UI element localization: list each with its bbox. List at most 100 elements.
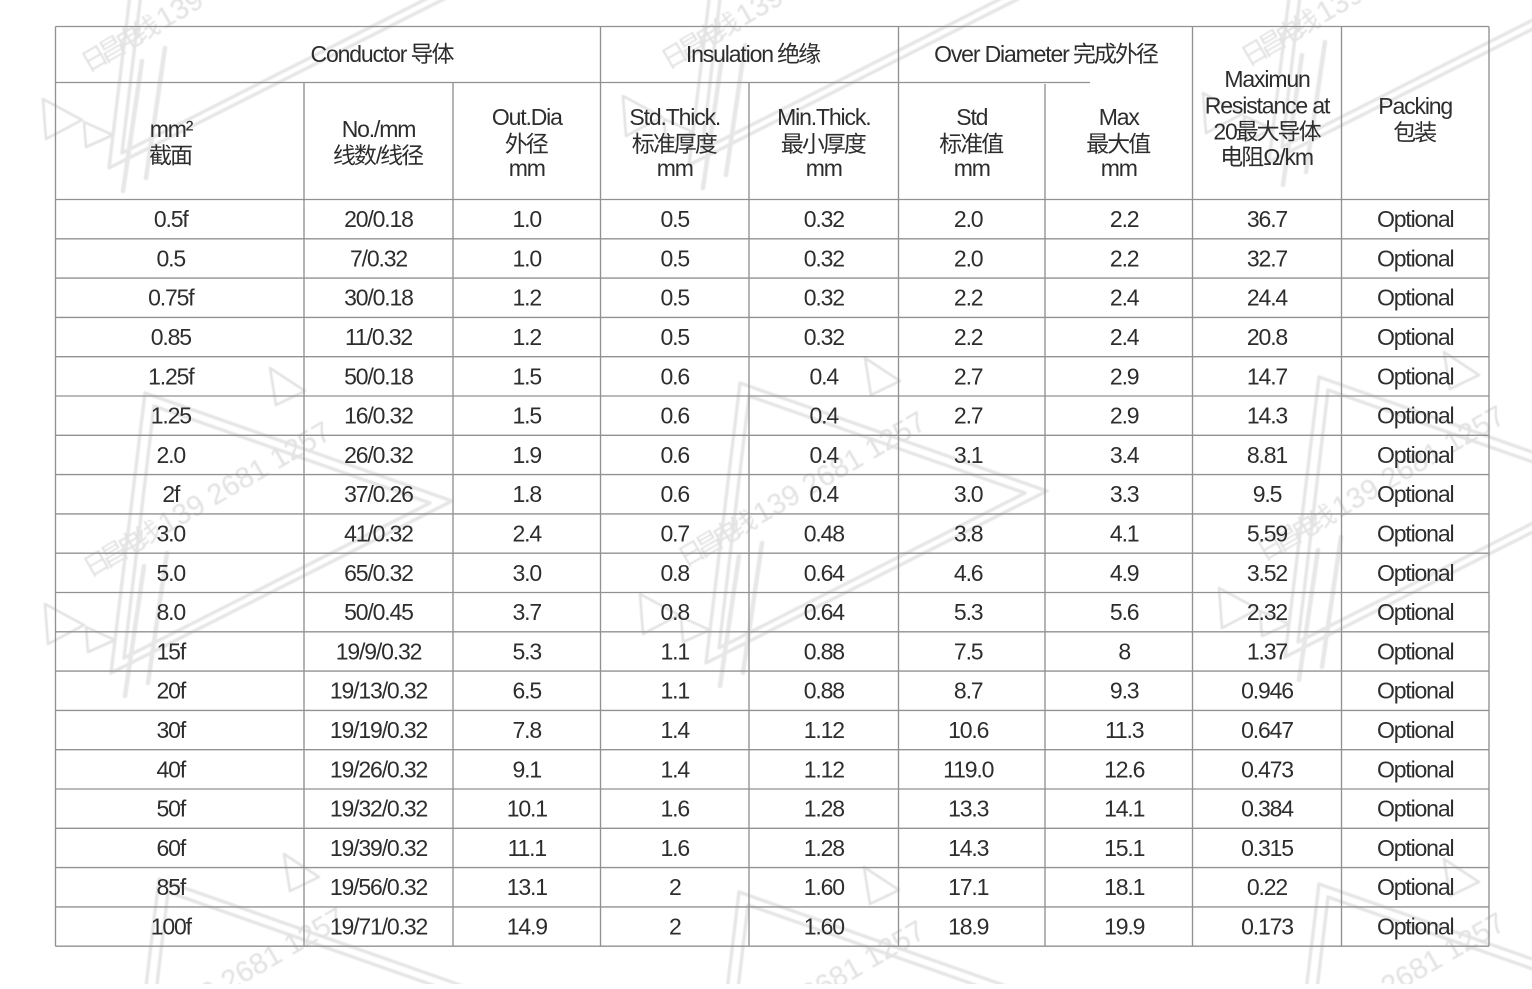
svg-text:11.1: 11.1: [508, 835, 547, 861]
svg-text:19.9: 19.9: [1104, 914, 1145, 940]
svg-text:1.5: 1.5: [513, 403, 542, 429]
svg-text:2.2: 2.2: [954, 324, 983, 350]
svg-text:2.4: 2.4: [1110, 324, 1140, 350]
svg-text:Ω/km: Ω/km: [1263, 144, 1313, 170]
svg-text:Optional: Optional: [1377, 442, 1454, 468]
svg-text:1.9: 1.9: [513, 442, 542, 468]
svg-text:2.9: 2.9: [1110, 363, 1139, 389]
svg-text:3.0: 3.0: [513, 560, 542, 586]
svg-text:Optional: Optional: [1377, 363, 1454, 389]
svg-text:2.0: 2.0: [954, 245, 983, 271]
svg-text:5.3: 5.3: [513, 638, 542, 664]
svg-text:85f: 85f: [157, 874, 187, 900]
svg-text:5.6: 5.6: [1110, 599, 1139, 625]
svg-text:19/19/0.32: 19/19/0.32: [330, 717, 428, 743]
svg-text:mm: mm: [1101, 155, 1137, 181]
svg-text:0.6: 0.6: [661, 481, 690, 507]
svg-text:19/32/0.32: 19/32/0.32: [330, 796, 428, 822]
svg-text:1.1: 1.1: [661, 638, 690, 664]
svg-text:2: 2: [669, 874, 681, 900]
svg-text:1.0: 1.0: [513, 245, 542, 271]
svg-text:50/0.45: 50/0.45: [344, 599, 413, 625]
svg-text:1.1: 1.1: [661, 678, 690, 704]
svg-text:4.9: 4.9: [1110, 560, 1139, 586]
svg-text:8.81: 8.81: [1247, 442, 1288, 468]
svg-text:Optional: Optional: [1377, 678, 1454, 704]
svg-text:8.0: 8.0: [157, 599, 186, 625]
svg-text:Resistance at: Resistance at: [1205, 93, 1331, 119]
svg-text:1.4: 1.4: [661, 717, 691, 743]
svg-text:5.3: 5.3: [954, 599, 983, 625]
svg-text:0.6: 0.6: [661, 363, 690, 389]
svg-text:Optional: Optional: [1377, 599, 1454, 625]
svg-text:5.59: 5.59: [1247, 521, 1288, 547]
svg-text:Optional: Optional: [1377, 756, 1454, 782]
svg-text:1.12: 1.12: [804, 756, 845, 782]
svg-text:Std: Std: [956, 104, 987, 130]
svg-text:30/0.18: 30/0.18: [344, 285, 413, 311]
svg-text:Optional: Optional: [1377, 560, 1454, 586]
svg-text:16/0.32: 16/0.32: [344, 403, 413, 429]
svg-text:Optional: Optional: [1377, 717, 1454, 743]
svg-text:0.315: 0.315: [1241, 835, 1293, 861]
svg-text:Optional: Optional: [1377, 285, 1454, 311]
svg-text:0.946: 0.946: [1241, 678, 1293, 704]
svg-text:2.2: 2.2: [1110, 206, 1139, 232]
svg-text:1.6: 1.6: [661, 796, 690, 822]
svg-text:0.4: 0.4: [810, 363, 840, 389]
svg-text:119.0: 119.0: [943, 756, 993, 782]
svg-text:Optional: Optional: [1377, 403, 1454, 429]
svg-text:0.4: 0.4: [810, 403, 840, 429]
svg-text:15f: 15f: [157, 638, 187, 664]
svg-text:1.28: 1.28: [804, 796, 845, 822]
svg-text:20: 20: [1213, 119, 1237, 145]
svg-text:0.7: 0.7: [661, 521, 690, 547]
svg-text:3.3: 3.3: [1110, 481, 1139, 507]
svg-text:100f: 100f: [151, 914, 193, 940]
svg-text:/: /: [376, 143, 383, 169]
svg-text:50f: 50f: [157, 796, 187, 822]
svg-text:36.7: 36.7: [1247, 206, 1288, 232]
svg-text:7.5: 7.5: [954, 638, 983, 664]
svg-text:32.7: 32.7: [1247, 245, 1288, 271]
svg-text:0.4: 0.4: [810, 481, 840, 507]
svg-text:7/0.32: 7/0.32: [350, 245, 407, 271]
svg-text:60f: 60f: [157, 835, 187, 861]
svg-text:0.5: 0.5: [661, 285, 690, 311]
svg-text:20f: 20f: [157, 678, 187, 704]
svg-text:1.6: 1.6: [661, 835, 690, 861]
svg-text:8.7: 8.7: [954, 678, 983, 704]
svg-text:14.3: 14.3: [1247, 403, 1288, 429]
svg-text:0.4: 0.4: [810, 442, 840, 468]
svg-text:0.88: 0.88: [804, 638, 845, 664]
svg-text:Optional: Optional: [1377, 521, 1454, 547]
svg-text:mm: mm: [657, 155, 693, 181]
svg-text:2.7: 2.7: [954, 363, 983, 389]
svg-text:2.9: 2.9: [1110, 403, 1139, 429]
svg-text:0.5: 0.5: [661, 206, 690, 232]
svg-text:20.8: 20.8: [1247, 324, 1288, 350]
svg-text:9.5: 9.5: [1253, 481, 1282, 507]
svg-text:0.173: 0.173: [1241, 914, 1293, 940]
svg-text:Optional: Optional: [1377, 638, 1454, 664]
svg-text:Over Diameter: Over Diameter: [934, 41, 1070, 67]
svg-text:0.5f: 0.5f: [154, 206, 190, 232]
svg-text:3.4: 3.4: [1110, 442, 1140, 468]
svg-text:Optional: Optional: [1377, 206, 1454, 232]
svg-text:0.32: 0.32: [804, 245, 845, 271]
svg-text:3.7: 3.7: [513, 599, 542, 625]
svg-text:2.4: 2.4: [513, 521, 543, 547]
svg-text:11/0.32: 11/0.32: [345, 324, 412, 350]
svg-text:18.1: 18.1: [1104, 874, 1145, 900]
svg-text:13.1: 13.1: [507, 874, 548, 900]
svg-text:3.0: 3.0: [954, 481, 983, 507]
svg-text:1.0: 1.0: [513, 206, 542, 232]
svg-text:2.7: 2.7: [954, 403, 983, 429]
svg-text:Optional: Optional: [1377, 796, 1454, 822]
svg-text:10.6: 10.6: [948, 717, 989, 743]
svg-text:Optional: Optional: [1377, 874, 1454, 900]
svg-text:15.1: 15.1: [1104, 835, 1145, 861]
svg-text:0.5: 0.5: [661, 245, 690, 271]
svg-text:3.52: 3.52: [1247, 560, 1288, 586]
svg-text:Optional: Optional: [1377, 324, 1454, 350]
